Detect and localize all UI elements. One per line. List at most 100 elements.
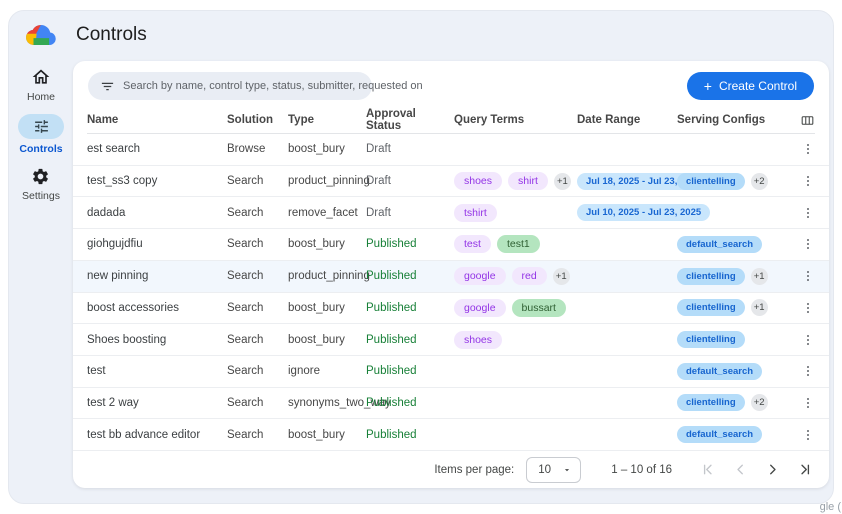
cell-date-range: Jul 18, 2025 - Jul 23, 2025 (577, 172, 711, 190)
cell-type: product_pinning (288, 270, 370, 283)
column-header-name[interactable]: Name (87, 114, 119, 126)
table-row[interactable]: test_ss3 copy Search product_pinning Dra… (73, 166, 829, 198)
sidebar-item-home[interactable]: Home (27, 67, 55, 103)
cell-name: new pinning (87, 270, 149, 283)
query-term-chip: tshirt (454, 203, 497, 222)
row-menu-button[interactable] (801, 206, 815, 220)
cell-approval-status: Published (366, 428, 417, 441)
query-terms-more-badge: +1 (552, 267, 570, 285)
table-header-row: Name Solution Type Approval Status Query… (87, 107, 815, 134)
column-header-date-range[interactable]: Date Range (577, 114, 641, 126)
cell-solution: Search (227, 396, 264, 409)
cell-approval-status: Published (366, 238, 417, 251)
cell-serving-configs: default_search (677, 426, 789, 444)
home-icon (31, 67, 51, 87)
sidebar-item-controls[interactable]: Controls (18, 114, 64, 155)
table-row[interactable]: test 2 way Search synonyms_two_way Publi… (73, 388, 829, 420)
serving-config-chip: default_search (677, 362, 763, 380)
cell-approval-status: Published (366, 365, 417, 378)
sidebar-item-label: Controls (19, 143, 63, 155)
last-page-icon[interactable] (796, 461, 813, 478)
cell-name: est search (87, 143, 141, 156)
app-header: Controls (9, 11, 833, 59)
cell-solution: Search (227, 301, 264, 314)
column-header-approval-status[interactable]: Approval Status (366, 108, 416, 132)
serving-configs-more-badge: +1 (750, 267, 768, 285)
chevron-down-icon (562, 465, 572, 475)
row-menu-button[interactable] (801, 364, 815, 378)
row-menu-button[interactable] (801, 396, 815, 410)
cell-serving-configs: clientelling +1 (677, 299, 789, 317)
kebab-vertical-icon (801, 333, 815, 347)
cell-approval-status: Published (366, 301, 417, 314)
cell-type: synonyms_two_way (288, 396, 391, 409)
table-row[interactable]: boost accessories Search boost_bury Publ… (73, 293, 829, 325)
row-menu-button[interactable] (801, 301, 815, 315)
serving-config-chip: default_search (677, 426, 763, 444)
row-menu-button[interactable] (801, 333, 815, 347)
cell-query-terms: test test1 (454, 235, 577, 254)
cell-serving-configs: clientelling +2 (677, 394, 789, 412)
column-header-type[interactable]: Type (288, 114, 314, 126)
column-header-query-terms[interactable]: Query Terms (454, 114, 525, 126)
table-row[interactable]: est search Browse boost_bury Draft (73, 134, 829, 166)
row-menu-button[interactable] (801, 237, 815, 251)
row-menu-button[interactable] (801, 142, 815, 156)
serving-config-chip: clientelling (677, 267, 745, 285)
row-menu-button[interactable] (801, 428, 815, 442)
first-page-icon[interactable] (700, 461, 717, 478)
view-columns-icon[interactable] (800, 113, 815, 128)
query-term-chip: test (454, 235, 491, 254)
column-header-serving-configs[interactable]: Serving Configs (677, 114, 766, 126)
page-title: Controls (76, 24, 147, 45)
table-row[interactable]: Shoes boosting Search boost_bury Publish… (73, 324, 829, 356)
query-term-chip: shoes (454, 172, 503, 191)
page-size-value: 10 (538, 463, 552, 476)
sliders-icon (31, 117, 51, 137)
chevron-right-icon[interactable] (764, 461, 781, 478)
serving-configs-more-badge: +2 (750, 394, 768, 412)
table-row[interactable]: new pinning Search product_pinning Publi… (73, 260, 829, 293)
create-control-button[interactable]: + Create Control (686, 72, 814, 100)
row-menu-button[interactable] (801, 174, 815, 188)
serving-config-chip: clientelling (677, 394, 745, 412)
query-term-chip: test1 (496, 235, 540, 254)
table-row[interactable]: giohgujdfiu Search boost_bury Published … (73, 229, 829, 261)
query-term-chip: shirt (508, 172, 548, 191)
cell-type: boost_bury (288, 143, 345, 156)
page-watermark: gle ( (819, 501, 841, 513)
cell-name: test 2 way (87, 396, 139, 409)
create-control-label: Create Control (718, 79, 797, 93)
serving-config-chip: clientelling (677, 172, 745, 190)
cell-name: test bb advance editor (87, 428, 201, 441)
page-size-select[interactable]: 10 (526, 456, 582, 483)
cell-name: dadada (87, 206, 126, 219)
cell-solution: Browse (227, 143, 266, 156)
query-term-chip: bussart (511, 298, 566, 317)
search-input[interactable]: Search by name, control type, status, su… (88, 72, 423, 100)
cell-type: boost_bury (288, 301, 345, 314)
kebab-vertical-icon (801, 301, 815, 315)
filter-list-icon (100, 79, 115, 94)
kebab-vertical-icon (801, 174, 815, 188)
table-row[interactable]: dadada Search remove_facet Draft tshirt … (73, 197, 829, 230)
column-header-solution[interactable]: Solution (227, 114, 273, 126)
cell-type: boost_bury (288, 333, 345, 346)
app-window: Controls Home Controls (8, 10, 834, 504)
main-content: Search by name, control type, status, su… (73, 59, 833, 503)
table-row[interactable]: test Search ignore Published default_sea… (73, 356, 829, 388)
sidebar-item-settings[interactable]: Settings (22, 166, 60, 202)
query-term-chip: google (454, 298, 506, 317)
cell-solution: Search (227, 428, 264, 441)
cell-query-terms: google red +1 (454, 267, 577, 286)
table-row[interactable]: test bb advance editor Search boost_bury… (73, 419, 829, 452)
cell-approval-status: Draft (366, 143, 391, 156)
cell-type: ignore (288, 365, 320, 378)
chevron-left-icon[interactable] (732, 461, 749, 478)
kebab-vertical-icon (801, 237, 815, 251)
cell-type: boost_bury (288, 238, 345, 251)
sidebar-item-label: Settings (22, 190, 60, 202)
row-menu-button[interactable] (801, 269, 815, 283)
serving-configs-more-badge: +1 (750, 299, 768, 317)
cell-serving-configs: default_search (677, 362, 789, 380)
